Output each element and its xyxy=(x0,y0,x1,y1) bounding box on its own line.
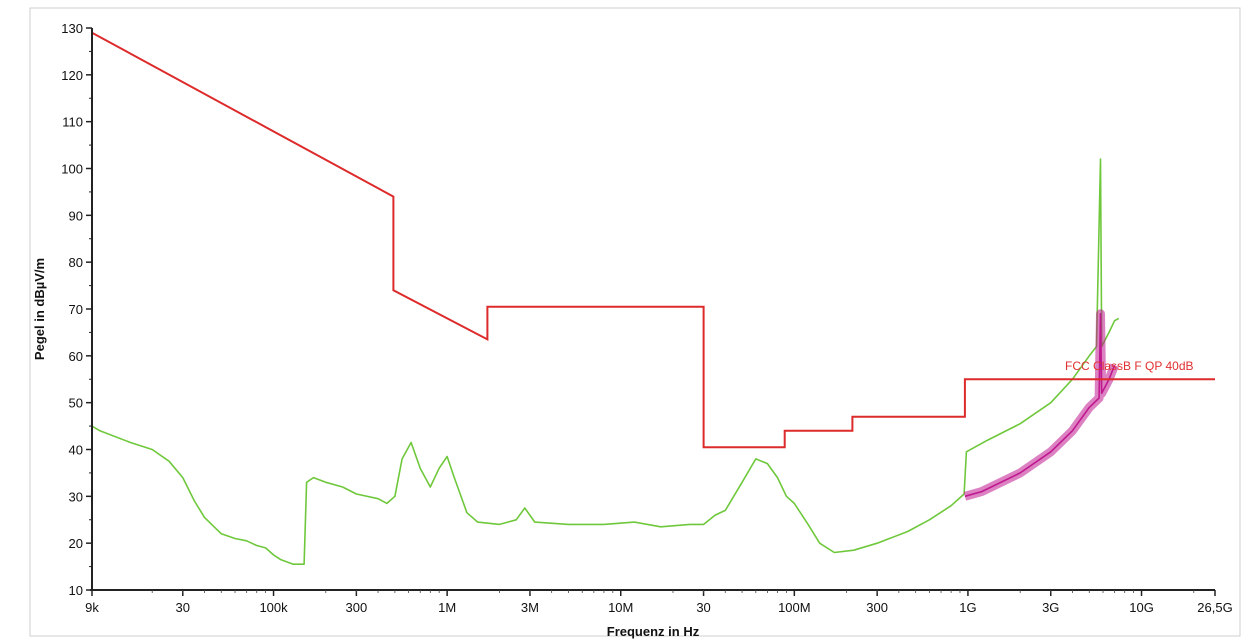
series-layer xyxy=(91,31,1215,565)
limit-line xyxy=(91,31,1215,449)
y-axis-title: Pegel in dBµV/m xyxy=(32,258,47,360)
y-tick-label-100: 100 xyxy=(61,162,83,177)
series-limit xyxy=(91,31,1215,449)
y-tick-label-20: 20 xyxy=(69,536,83,551)
x-tick-label-13: 26,5G xyxy=(1197,600,1232,615)
y-tick-label-80: 80 xyxy=(69,255,83,270)
y-tick-label-10: 10 xyxy=(69,583,83,598)
x-tick-label-4: 1M xyxy=(438,600,456,615)
series-peak-line-0 xyxy=(91,158,1120,565)
x-tick-label-8: 100M xyxy=(778,600,811,615)
y-tick-label-110: 110 xyxy=(62,115,83,130)
y-tick-label-70: 70 xyxy=(69,302,83,317)
y-tick-label-130: 130 xyxy=(61,21,83,36)
x-tick-label-11: 3G xyxy=(1042,600,1059,615)
axes-layer xyxy=(90,28,1215,591)
x-tick-label-5: 3M xyxy=(521,600,539,615)
y-tick-label-40: 40 xyxy=(69,443,83,458)
x-tick-label-2: 100k xyxy=(259,600,288,615)
y-tick-label-50: 50 xyxy=(69,396,83,411)
y-tick-label-90: 90 xyxy=(69,208,83,223)
x-tick-label-12: 10G xyxy=(1129,600,1154,615)
y-tick-label-30: 30 xyxy=(69,489,83,504)
x-tick-label-7: 30 xyxy=(696,600,710,615)
x-tick-label-3: 300 xyxy=(346,600,368,615)
y-tick-label-120: 120 xyxy=(61,68,83,83)
series-average xyxy=(963,309,1119,501)
page-border xyxy=(29,7,1241,637)
y-tick-label-60: 60 xyxy=(69,349,83,364)
x-tick-label-9: 300 xyxy=(866,600,888,615)
x-axis-title: Frequenz in Hz xyxy=(607,624,700,639)
series-average-line-0 xyxy=(964,312,1116,498)
series-peak xyxy=(91,158,1120,565)
x-tick-label-0: 9k xyxy=(85,600,99,615)
x-tick-label-1: 30 xyxy=(176,600,190,615)
limit-line-label: FCC ClassB F QP 40dB xyxy=(1065,359,1193,373)
x-tick-label-6: 10M xyxy=(608,600,633,615)
x-tick-label-10: 1G xyxy=(959,600,976,615)
ticks-layer: 10 20 30 40 50 60 70 80 90 100 110 120 130 9k 30 100k 30… xyxy=(61,21,1232,615)
